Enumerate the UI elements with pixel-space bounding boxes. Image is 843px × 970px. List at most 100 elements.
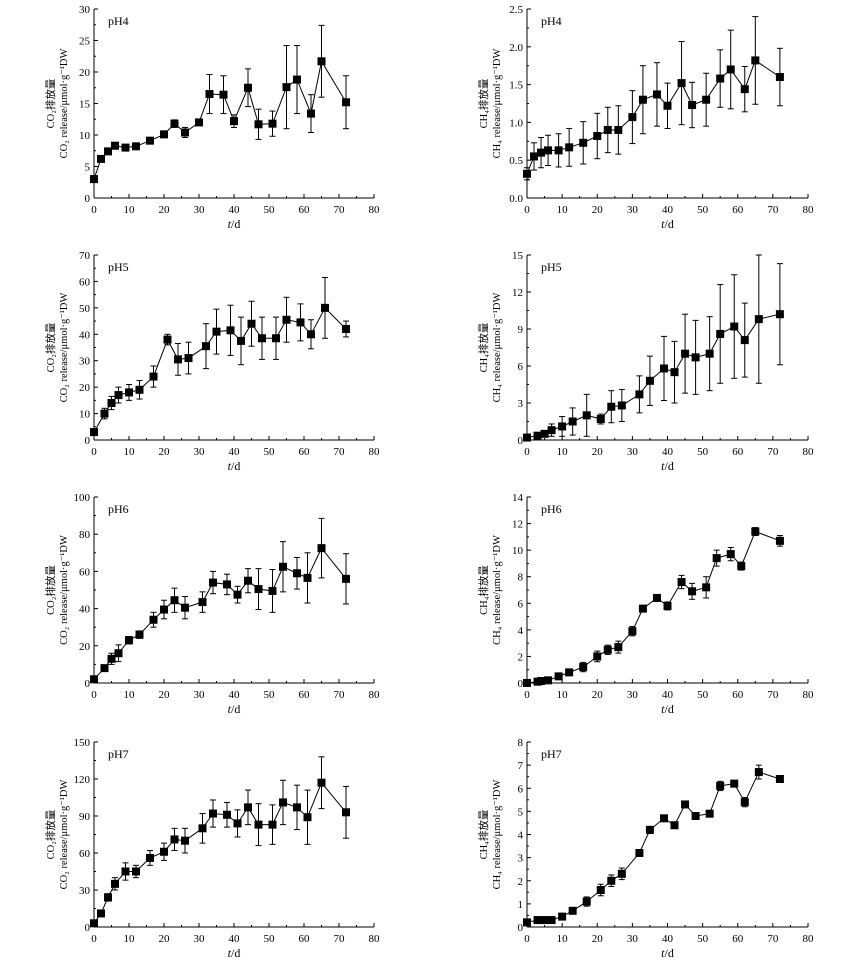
x-tick-label: 0 [91,446,97,458]
panel-label: pH7 [108,747,129,761]
y-tick-label: 30 [79,4,91,16]
data-point [726,65,735,74]
data-point [558,912,567,921]
data-point [645,825,654,834]
data-point [681,800,690,809]
y-tick-label: 120 [74,774,91,786]
x-tick-label: 0 [524,446,530,458]
data-point [205,90,214,99]
data-point [544,146,553,155]
data-point [628,627,637,636]
y-axis-label-cn: CH₄排放量 [477,565,490,615]
data-point [198,598,207,607]
data-point [596,886,605,894]
x-tick-label: 30 [627,933,639,945]
data-point [209,809,217,818]
data-point [607,402,616,411]
y-tick-label: 0 [85,193,91,205]
y-axis-label: CH₄ release/μmol·g⁻¹DW [492,535,503,645]
y-tick-label: 70 [79,250,91,262]
data-point [523,169,531,178]
x-axis-label: t/d [661,459,674,473]
panel-label: pH5 [541,260,562,274]
data-point [258,334,266,343]
data-point [132,142,140,151]
y-tick-label: 14 [512,492,524,504]
y-tick-label: 10 [512,545,524,557]
data-point [307,330,315,339]
y-tick-label: 8 [518,572,524,584]
data-point [593,652,602,661]
data-point [659,364,668,373]
data-point [321,303,329,312]
y-tick-label: 9 [518,324,524,336]
x-tick-label: 60 [299,689,311,701]
y-tick-label: 10 [79,130,91,142]
data-point [209,578,217,587]
x-tick-label: 30 [194,689,206,701]
x-tick-label: 70 [334,933,346,945]
x-tick-label: 60 [732,446,744,458]
x-tick-label: 10 [124,204,136,216]
x-tick-label: 80 [803,446,815,458]
data-point [279,562,287,571]
y-tick-label: 4 [518,830,524,842]
data-point [645,376,654,385]
x-tick-label: 70 [767,933,779,945]
x-tick-label: 20 [592,933,604,945]
chart-panel-7: 0 10 20 30 40 50 60 70 80 0 30 60 90 120 150 t/d CO₂排放量 C… [44,737,380,960]
x-tick-label: 80 [803,933,815,945]
chart-panel-2: 0 10 20 30 40 50 60 70 80 0.0 0.5 1.0 1.5 2.0 2.5 t/d CH… [477,4,814,231]
x-tick-label: 10 [557,933,569,945]
data-point [716,781,725,790]
y-axis-label: CO₂ release/μmol·g⁻¹DW [59,49,70,159]
y-tick-label: 100 [74,492,91,504]
data-point [114,649,123,658]
data-point [730,322,739,331]
data-point [135,385,144,394]
chart-panel-3: 0 10 20 30 40 50 60 70 80 0 10 20 30 40 50 60 70 t/d CO₂排放… [44,250,380,473]
data-point [181,836,189,845]
data-point [523,679,531,687]
x-tick-label: 0 [91,204,97,216]
data-point [244,576,252,585]
x-tick-label: 80 [369,689,381,701]
data-point [307,109,315,118]
panel-label: pH7 [541,747,562,761]
x-tick-label: 50 [697,204,709,216]
data-point [716,329,725,338]
y-tick-label: 5 [85,162,91,174]
x-tick-label: 20 [159,446,171,458]
data-point [282,83,291,92]
y-tick-label: 60 [79,566,91,578]
y-tick-label: 3 [518,398,524,410]
x-axis-label: t/d [228,946,241,960]
data-point [691,353,700,362]
data-point [121,143,130,152]
data-point [726,550,735,559]
x-tick-label: 40 [662,446,674,458]
y-tick-label: 6 [518,361,524,373]
data-point [195,118,203,127]
x-tick-label: 50 [697,933,709,945]
data-point [296,318,305,327]
x-tick-label: 60 [732,689,744,701]
x-axis-label: t/d [228,217,241,231]
data-point [125,636,133,645]
x-tick-label: 40 [229,204,241,216]
data-point [244,803,252,812]
data-point [97,909,105,918]
data-point [547,916,556,925]
data-point [317,57,326,66]
x-tick-label: 40 [662,689,674,701]
y-tick-label: 0 [518,435,524,447]
x-tick-label: 70 [334,689,346,701]
y-tick-label: 7 [518,760,524,772]
y-tick-label: 30 [79,885,91,897]
data-point [97,154,105,163]
data-point [565,143,574,152]
panel-label: pH5 [108,260,129,274]
panel-label: pH6 [541,502,562,516]
x-tick-label: 10 [557,446,569,458]
x-tick-label: 0 [524,204,530,216]
